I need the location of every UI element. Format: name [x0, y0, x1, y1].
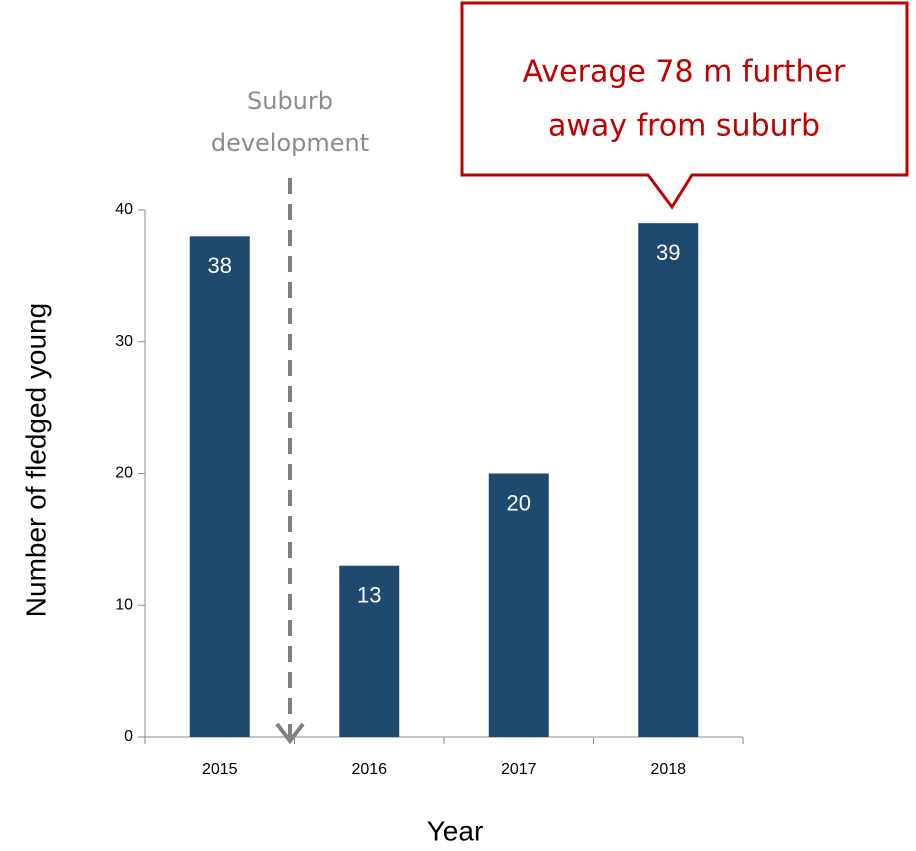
y-tick-label: 40 — [115, 201, 133, 218]
bar — [339, 565, 400, 737]
x-tick-label: 2018 — [650, 761, 686, 778]
callout-box — [460, 1, 909, 210]
x-tick-label: 2015 — [202, 761, 238, 778]
bar — [488, 473, 549, 737]
y-axis-label: Number of fledged young — [20, 303, 51, 617]
x-tick-label: 2016 — [351, 761, 387, 778]
y-tick-label: 30 — [115, 333, 133, 350]
event-arrowhead — [275, 722, 305, 745]
data-label: 13 — [357, 583, 381, 608]
annotation: development — [211, 129, 369, 157]
x-tick-label: 2017 — [501, 761, 537, 778]
annotation: away from suburb — [548, 109, 820, 144]
x-axis-label: Year — [427, 815, 484, 846]
bar — [189, 236, 250, 737]
y-tick-label: 20 — [115, 465, 133, 482]
data-label: 20 — [507, 490, 531, 515]
data-label: 39 — [656, 240, 680, 265]
annotation: Suburb — [247, 87, 333, 115]
data-label: 38 — [208, 253, 232, 278]
bar — [638, 223, 699, 738]
y-tick-label: 0 — [124, 728, 133, 745]
y-tick-label: 10 — [115, 596, 133, 613]
annotation: Average 78 m further — [523, 55, 846, 90]
